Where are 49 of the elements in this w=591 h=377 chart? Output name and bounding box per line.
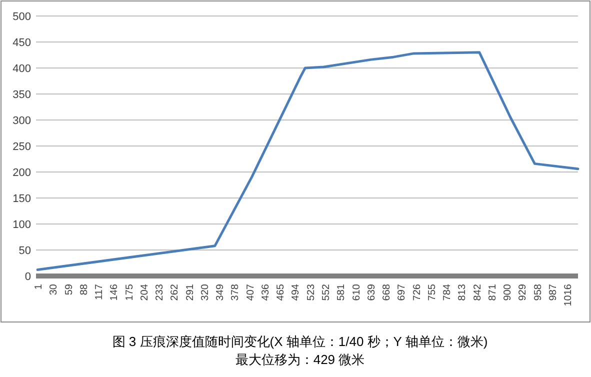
x-tick-label: 349 — [215, 284, 226, 301]
x-tick-label: 30 — [48, 284, 60, 296]
x-tick-label: 668 — [382, 284, 393, 301]
y-tick-label: 0 — [24, 271, 31, 283]
x-tick-label: 842 — [472, 284, 484, 301]
x-tick-label: 1016 — [563, 284, 574, 306]
x-tick-label: 59 — [64, 284, 75, 296]
y-tick-label: 150 — [12, 193, 31, 205]
x-tick-label: 117 — [94, 284, 106, 300]
y-tick-label: 50 — [18, 245, 31, 257]
x-tick-label: 407 — [245, 284, 256, 301]
x-tick-label: 378 — [230, 284, 242, 301]
caption: 图 3 压痕深度值随时间变化(X 轴单位：1/40 秒；Y 轴单位：微米) — [112, 334, 488, 349]
x-tick-label: 958 — [532, 284, 544, 301]
x-tick-label: 436 — [260, 284, 272, 301]
x-tick-label: 262 — [170, 284, 181, 301]
y-tick-label: 200 — [12, 167, 31, 179]
x-tick-label: 755 — [426, 284, 438, 301]
x-tick-label: 813 — [457, 284, 468, 301]
y-tick-label: 500 — [12, 11, 31, 23]
x-tick-label: 929 — [518, 284, 529, 301]
x-tick-label: 465 — [276, 284, 287, 301]
x-tick-label: 871 — [487, 284, 498, 301]
x-tick-label: 291 — [184, 284, 196, 301]
x-tick-label: 581 — [336, 284, 348, 301]
y-tick-label: 100 — [12, 219, 31, 231]
y-tick-label: 250 — [12, 141, 31, 153]
x-tick-label: 320 — [200, 284, 211, 301]
y-tick-label: 300 — [12, 115, 31, 127]
x-tick-label: 610 — [351, 284, 362, 301]
y-tick-label: 450 — [12, 37, 31, 49]
x-tick-label: 175 — [124, 284, 136, 301]
x-tick-label: 233 — [154, 284, 166, 301]
x-tick-label: 523 — [306, 284, 317, 301]
x-tick-label: 1 — [34, 284, 45, 290]
x-tick-label: 204 — [139, 284, 150, 301]
x-tick-label: 900 — [502, 284, 514, 301]
x-tick-label: 552 — [320, 284, 332, 301]
x-tick-label: 987 — [548, 284, 559, 301]
x-tick-label: 88 — [78, 284, 90, 296]
x-tick-label: 697 — [396, 284, 408, 301]
text: 最大位移为：429 微米 — [235, 352, 365, 367]
y-tick-label: 400 — [12, 63, 31, 75]
x-tick-label: 146 — [109, 284, 120, 301]
y-tick-label: 350 — [12, 89, 31, 101]
x-tick-label: 494 — [290, 284, 302, 301]
x-tick-label: 726 — [412, 284, 423, 301]
x-tick-label: 639 — [366, 284, 378, 301]
x-tick-label: 784 — [442, 284, 454, 301]
